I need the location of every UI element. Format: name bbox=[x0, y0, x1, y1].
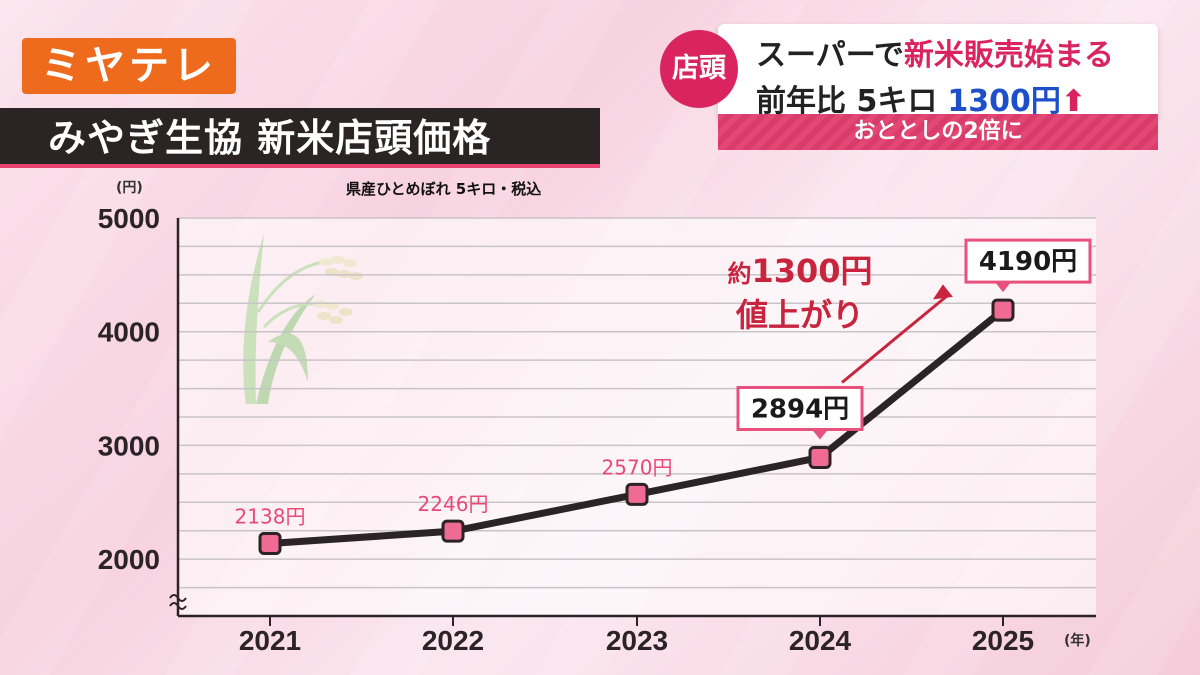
series bbox=[258, 298, 1015, 555]
arrow-head-icon bbox=[932, 284, 953, 300]
data-point bbox=[991, 298, 1015, 322]
annotation-line2: 値上がり bbox=[735, 296, 864, 334]
headline-line2-a: 前年比 5キロ bbox=[756, 84, 938, 119]
y-tick-label: 5000 bbox=[98, 203, 160, 234]
axes bbox=[169, 218, 1096, 626]
data-label: 4190円 bbox=[979, 247, 1077, 277]
data-label-pointer bbox=[995, 282, 1011, 293]
data-label: 2246円 bbox=[418, 492, 489, 516]
y-unit-label: (円) bbox=[116, 180, 143, 196]
headline-line2: 前年比 5キロ 1300円⬆ bbox=[756, 76, 1086, 120]
headline-line1: スーパーで新米販売始まる bbox=[756, 30, 1114, 74]
annotation-arrow-line bbox=[841, 293, 949, 384]
annotation-line1: 約1300円 bbox=[727, 252, 872, 290]
x-tick-label: 2024 bbox=[789, 625, 852, 656]
data-point bbox=[625, 482, 649, 506]
data-labels: 2138円 2246円 2570円 2894円 4190円 bbox=[235, 238, 1092, 528]
headline-card: 店頭 スーパーで新米販売始まる 前年比 5キロ 1300円⬆ bbox=[660, 24, 1158, 122]
y-tick-label: 3000 bbox=[98, 430, 160, 461]
headline-tag: 店頭 bbox=[660, 30, 738, 108]
x-tick-label: 2025 bbox=[972, 625, 1034, 656]
headline-line1-b: 新米販売始まる bbox=[903, 38, 1114, 73]
data-point bbox=[808, 445, 832, 469]
data-label-box bbox=[964, 238, 1092, 284]
headline-line2-b: 1300円 bbox=[947, 84, 1061, 119]
data-label: 2138円 bbox=[235, 504, 306, 528]
data-point bbox=[258, 531, 282, 555]
data-label-box bbox=[736, 385, 864, 431]
x-tick-label: 2022 bbox=[422, 625, 484, 656]
data-label: 2570円 bbox=[602, 455, 673, 479]
data-point bbox=[441, 519, 465, 543]
headline-line1-a: スーパーで bbox=[756, 38, 904, 73]
data-label-pointer bbox=[812, 429, 828, 440]
axis-break-icon bbox=[169, 594, 187, 610]
up-arrow-icon: ⬆ bbox=[1060, 84, 1086, 119]
headline-subtext: おととしの2倍に bbox=[718, 114, 1158, 150]
data-label: 2894円 bbox=[751, 394, 849, 424]
page-title: みやぎ生協 新米店頭価格 bbox=[0, 108, 600, 168]
x-unit-label: (年) bbox=[1064, 633, 1091, 649]
chart-subtitle: 県産ひとめぼれ 5キロ・税込 bbox=[346, 180, 542, 198]
y-tick-label: 4000 bbox=[98, 317, 160, 348]
station-logo: ミヤテレ bbox=[22, 38, 236, 94]
tick-labels: 2000 3000 4000 5000 2021 2022 2023 2024 2025 bbox=[98, 203, 1034, 656]
y-tick-label: 2000 bbox=[98, 544, 160, 575]
x-tick-label: 2021 bbox=[239, 625, 301, 656]
x-tick-label: 2023 bbox=[606, 625, 668, 656]
